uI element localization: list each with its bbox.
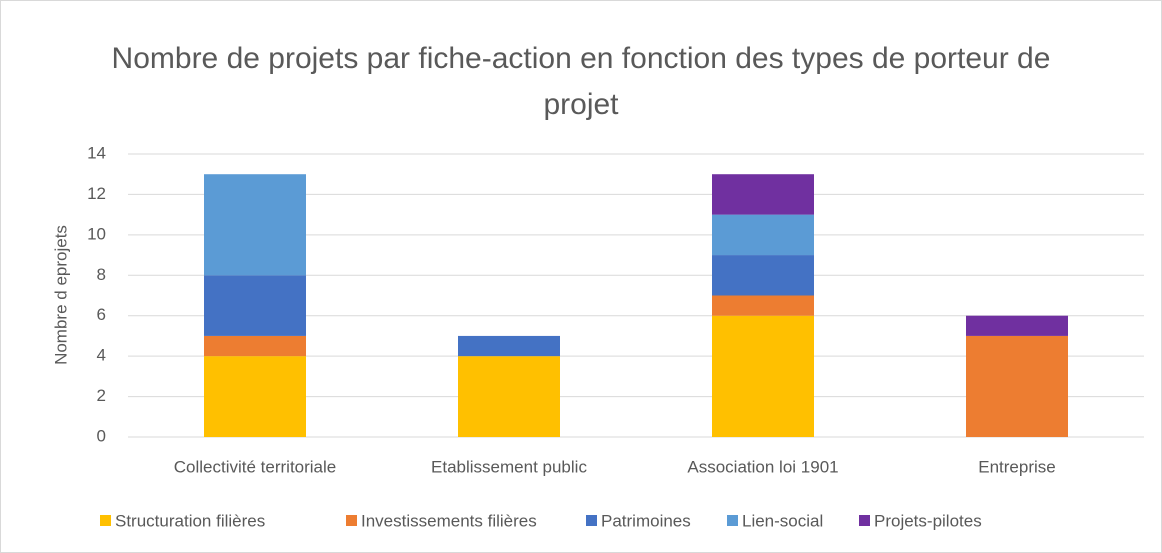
- bar-segment: [204, 275, 306, 336]
- legend-swatch: [346, 515, 357, 526]
- y-tick-label: 10: [87, 224, 106, 243]
- y-tick-label: 14: [87, 143, 106, 162]
- bar-segment: [712, 295, 814, 316]
- legend-label: Investissements filières: [361, 511, 537, 530]
- x-tick-label: Association loi 1901: [687, 457, 838, 476]
- bar-segment: [966, 335, 1068, 437]
- x-tick-label: Collectivité territoriale: [174, 457, 337, 476]
- bar-segment: [458, 356, 560, 437]
- y-tick-label: 2: [97, 386, 106, 405]
- y-axis-label: Nombre d eprojets: [51, 225, 70, 365]
- x-tick-label: Entreprise: [978, 457, 1055, 476]
- y-tick-label: 0: [97, 426, 106, 445]
- y-tick-label: 6: [97, 305, 106, 324]
- bar-segment: [204, 174, 306, 276]
- bar-segment: [712, 214, 814, 256]
- bar-segment: [712, 315, 814, 437]
- bar-segment: [712, 174, 814, 215]
- bar-segment: [712, 255, 814, 296]
- legend-swatch: [727, 515, 738, 526]
- y-tick-label: 12: [87, 184, 106, 203]
- legend-swatch: [859, 515, 870, 526]
- chart-title: Nombre de projets par fiche-action en fo…: [111, 42, 1051, 121]
- x-tick-label: Etablissement public: [431, 457, 587, 476]
- bar-segment: [204, 335, 306, 357]
- legend-label: Structuration filières: [115, 511, 265, 530]
- legend-swatch: [100, 515, 111, 526]
- bar-segment: [204, 356, 306, 437]
- legend-swatch: [586, 515, 597, 526]
- y-tick-label: 4: [97, 346, 106, 365]
- legend-label: Projets-pilotes: [874, 511, 982, 530]
- y-tick-label: 8: [97, 265, 106, 284]
- legend-label: Lien-social: [742, 511, 823, 530]
- bar-segment: [966, 315, 1068, 336]
- bar-segment: [458, 335, 560, 357]
- legend-label: Patrimoines: [601, 511, 691, 530]
